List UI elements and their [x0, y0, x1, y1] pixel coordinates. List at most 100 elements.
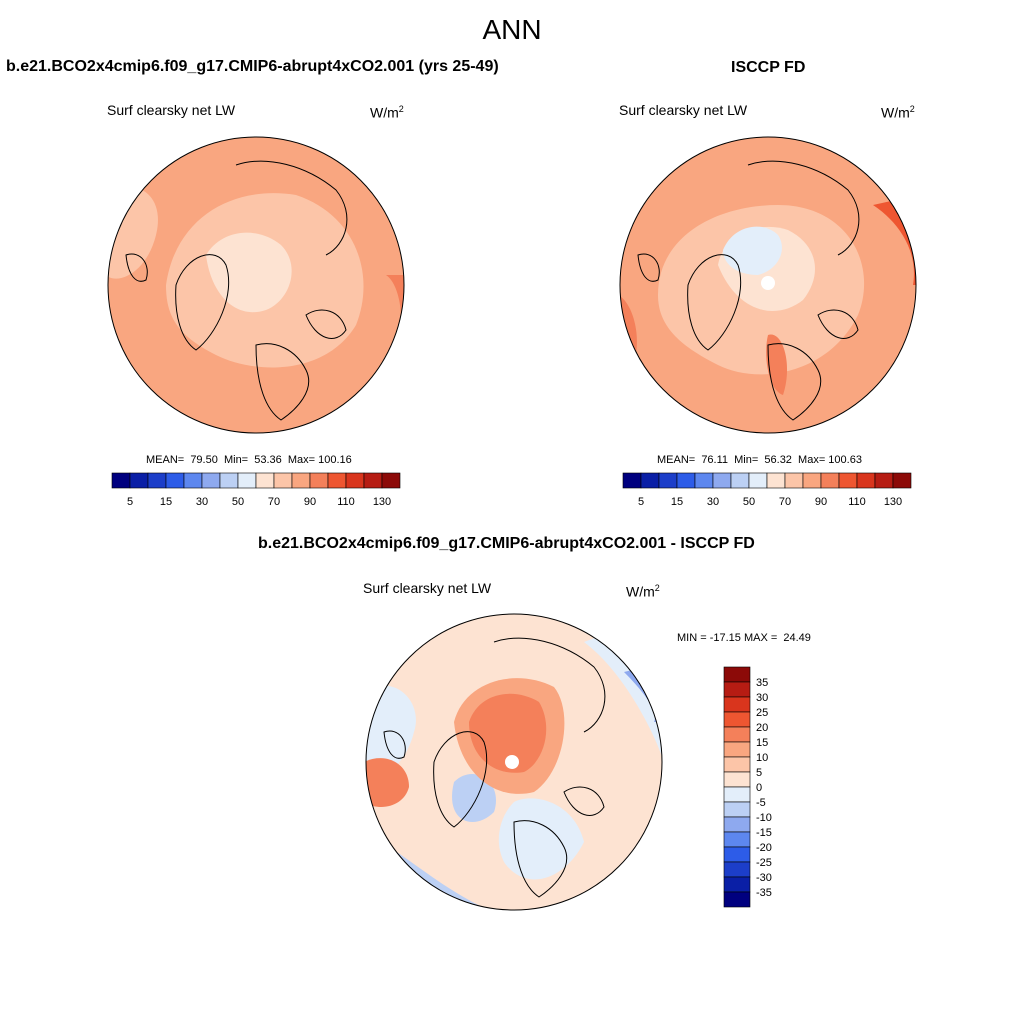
model-colorbar-tick-label: 110	[337, 496, 355, 508]
obs-panel-title: ISCCP FD	[731, 59, 806, 76]
diff-variable-label: Surf clearsky net LW	[363, 580, 492, 596]
obs-stats-text: MEAN= 76.11 Min= 56.32 Max= 100.63	[657, 454, 862, 466]
obs-colorbar-box	[640, 472, 660, 489]
diff-colorbar-box	[723, 801, 751, 818]
diff-colorbar-box	[723, 891, 751, 908]
model-colorbar-box	[309, 472, 329, 489]
obs-colorbar-tick-label: 30	[707, 496, 719, 508]
obs-coastline	[747, 160, 860, 256]
model-panel-title: b.e21.BCO2x4cmip6.f09_g17.CMIP6-abrupt4x…	[6, 58, 499, 75]
diff-map-border	[365, 613, 663, 911]
model-colorbar-box	[201, 472, 221, 489]
diff-colorbar-tick-label: 20	[756, 722, 768, 734]
model-colorbar-box	[147, 472, 167, 489]
diff-colorbar-box	[723, 831, 751, 848]
model-coastline	[255, 343, 310, 421]
diff-polar-map	[365, 613, 663, 911]
obs-colorbar-box	[622, 472, 642, 489]
diff-colorbar-box	[723, 846, 751, 863]
obs-colorbar-box	[874, 472, 894, 489]
diff-field-contour	[366, 758, 409, 807]
obs-colorbar-box	[856, 472, 876, 489]
model-colorbar-tick-label: 90	[304, 496, 316, 508]
diff-colorbar-tick-label: -35	[756, 887, 772, 899]
diff-colorbar-tick-label: 30	[756, 692, 768, 704]
diff-colorbar-box	[723, 816, 751, 833]
model-colorbar-box	[183, 472, 203, 489]
diff-colorbar-tick-label: 35	[756, 677, 768, 689]
diff-colorbar-box	[723, 741, 751, 758]
obs-field-contour	[723, 226, 782, 275]
model-colorbar-box	[273, 472, 293, 489]
diff-field-contour	[498, 798, 584, 880]
obs-colorbar-tick-label: 15	[671, 496, 683, 508]
diff-colorbar-box	[723, 756, 751, 773]
obs-colorbar-box	[676, 472, 696, 489]
model-coastline	[125, 253, 148, 282]
obs-colorbar-box	[820, 472, 840, 489]
obs-map-border	[619, 136, 917, 434]
obs-colorbar-box	[748, 472, 768, 489]
diff-colorbar-tick-label: 0	[756, 782, 762, 794]
obs-colorbar-tick-label: 70	[779, 496, 791, 508]
diff-colorbar-tick-label: -10	[756, 812, 772, 824]
diff-panel-title: b.e21.BCO2x4cmip6.f09_g17.CMIP6-abrupt4x…	[258, 535, 755, 552]
model-colorbar-box	[129, 472, 149, 489]
diff-colorbar: 35 30 25 20 15 10 5 0 -5 -10 -15 -20 -25 -30 -35	[723, 666, 772, 908]
obs-polar-map	[619, 136, 917, 434]
diff-colorbar-tick-label: -5	[756, 797, 766, 809]
model-units-label: W/m2	[370, 104, 404, 121]
obs-units-label: W/m2	[881, 104, 915, 121]
diff-colorbar-box	[723, 696, 751, 713]
model-colorbar-box	[363, 472, 383, 489]
diff-colorbar-box	[723, 711, 751, 728]
model-colorbar-box	[345, 472, 365, 489]
model-colorbar-tick-label: 50	[232, 496, 244, 508]
model-polar-map	[107, 136, 405, 434]
model-colorbar-tick-label: 30	[196, 496, 208, 508]
obs-coastline	[687, 254, 742, 351]
diff-coastline	[513, 820, 568, 898]
obs-colorbar-box	[730, 472, 750, 489]
obs-colorbar-tick-label: 130	[884, 496, 902, 508]
diff-colorbar-box	[723, 786, 751, 803]
model-colorbar-box	[219, 472, 239, 489]
obs-variable-label: Surf clearsky net LW	[619, 102, 748, 118]
obs-colorbar-tick-label: 5	[638, 496, 644, 508]
model-colorbar-box	[165, 472, 185, 489]
obs-colorbar-box	[766, 472, 786, 489]
diff-colorbar-tick-label: 10	[756, 752, 768, 764]
model-coastline	[235, 160, 348, 256]
diff-colorbar-tick-label: -30	[756, 872, 772, 884]
obs-colorbar: 5 15 30 50 70 90 110 130	[622, 472, 912, 508]
obs-colorbar-box	[838, 472, 858, 489]
diff-colorbar-box	[723, 681, 751, 698]
obs-colorbar-box	[892, 472, 912, 489]
model-colorbar-box	[237, 472, 257, 489]
model-coastline	[305, 309, 347, 339]
model-colorbar: 5 15 30 50 70 90 110 130	[111, 472, 401, 508]
obs-colorbar-box	[784, 472, 804, 489]
diff-colorbar-tick-label: 15	[756, 737, 768, 749]
diff-colorbar-box	[723, 666, 751, 683]
diff-colorbar-box	[723, 771, 751, 788]
diff-colorbar-tick-label: 25	[756, 707, 768, 719]
obs-coastline	[637, 253, 660, 282]
model-field-contour	[206, 232, 292, 313]
diff-colorbar-tick-label: -25	[756, 857, 772, 869]
diff-coastline	[493, 637, 606, 733]
model-colorbar-box	[255, 472, 275, 489]
model-colorbar-box	[327, 472, 347, 489]
diff-colorbar-tick-label: -20	[756, 842, 772, 854]
obs-coastline	[767, 343, 822, 421]
diff-colorbar-box	[723, 726, 751, 743]
model-colorbar-box	[291, 472, 311, 489]
obs-colorbar-tick-label: 50	[743, 496, 755, 508]
obs-colorbar-tick-label: 90	[815, 496, 827, 508]
diff-coastline	[433, 731, 488, 828]
diff-stats-text: MIN = -17.15 MAX = 24.49	[677, 632, 811, 644]
obs-colorbar-box	[802, 472, 822, 489]
obs-colorbar-box	[694, 472, 714, 489]
model-coastline	[175, 254, 230, 351]
diff-field-contour	[366, 685, 416, 782]
